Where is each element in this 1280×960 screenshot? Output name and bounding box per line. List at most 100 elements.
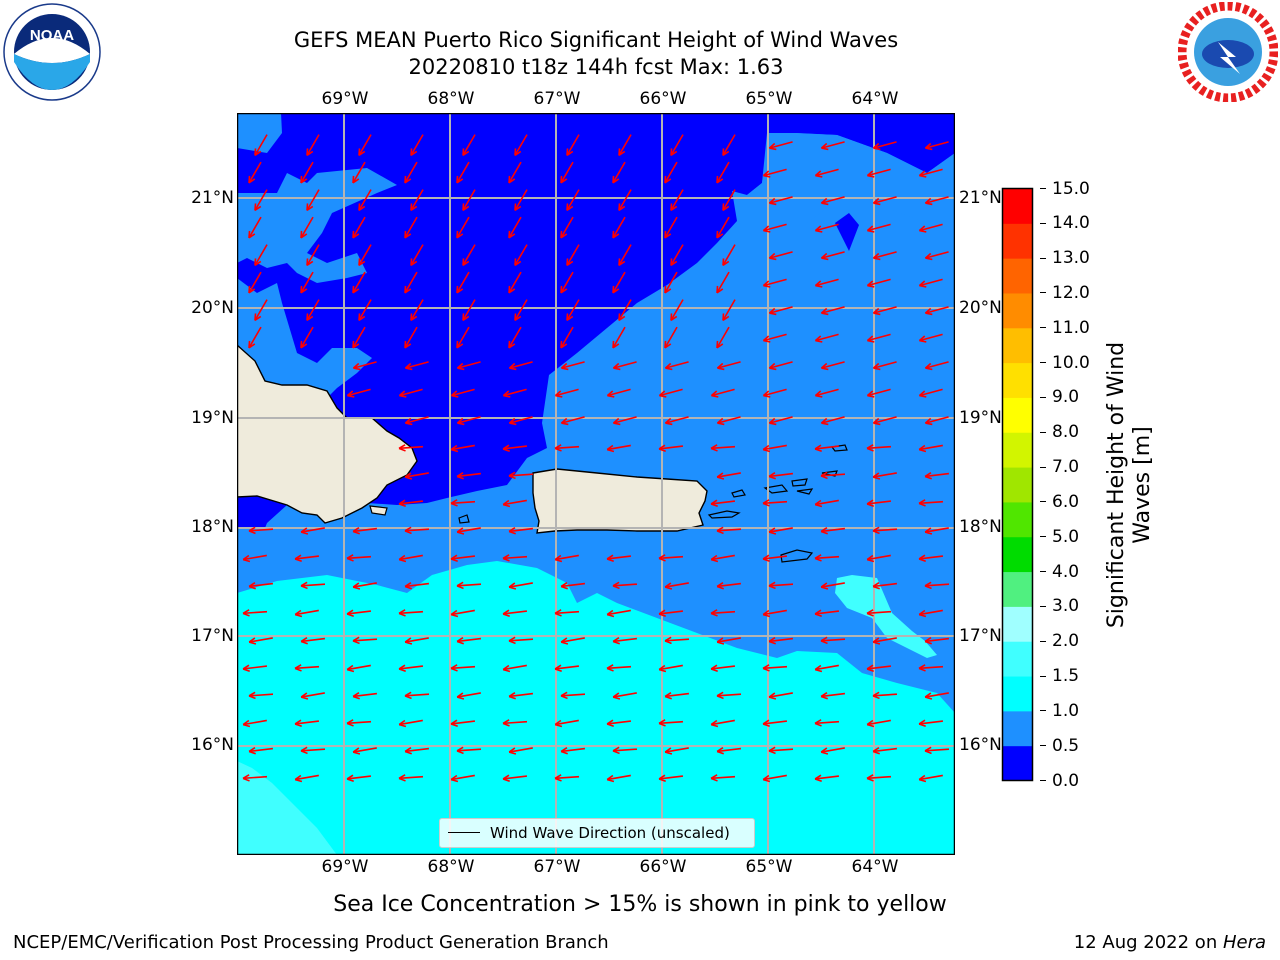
wind-arrow-shaft [300,271,314,294]
lon-tick-bottom: 68°W [427,857,475,877]
wind-arrow-head [456,640,464,645]
wind-arrow-shaft [242,665,268,670]
wind-arrow-head [664,691,672,698]
wind-arrow-shaft [502,555,528,560]
wind-arrow-shaft [919,774,943,781]
wind-arrow-shaft [612,271,626,294]
wind-arrow-shaft [763,774,787,781]
wind-arrow-shaft [560,693,586,697]
wind-arrow-shaft [607,609,631,616]
wind-arrow-head [248,641,257,645]
wind-arrow-head [306,313,309,321]
wind-arrow-head [762,609,770,616]
wind-arrow-head [456,531,465,535]
wind-arrow-shaft [763,609,787,616]
wind-arrow-shaft [352,527,378,533]
wind-arrow-head [254,148,257,156]
legend-line-swatch [448,832,480,833]
wind-arrow-head [410,258,413,266]
wind-arrow-head [554,558,563,563]
wind-arrow-head [450,558,458,562]
wind-arrow-shaft [399,719,423,726]
wind-arrow-head [763,229,771,233]
wind-arrow-head [404,637,412,643]
wind-arrow-head [924,142,932,149]
wind-arrow-head [664,285,667,293]
lon-tick-top: 64°W [851,89,899,109]
wind-arrow-head [814,778,822,782]
wind-arrow-shaft [769,692,793,698]
wind-arrow-shaft [867,168,891,177]
wind-arrow-head [502,668,511,673]
wind-arrow-head [300,696,309,700]
wind-arrow-head [768,307,776,314]
wind-arrow-head [300,527,308,533]
colorbar-tick-label: 14.0 [1040,213,1090,233]
wind-arrow-head [248,340,251,348]
wind-arrow-head [560,285,563,293]
wind-arrow-shaft [763,168,787,177]
colorbar-label-line2: Waves [m] [1130,426,1155,544]
wind-arrow-head [762,502,770,507]
wind-arrow-shaft [508,161,522,184]
wind-arrow-head [560,695,568,700]
wind-arrow-head [450,554,458,560]
wind-arrow-head [300,692,308,698]
lat-tick-left: 21°N [191,188,234,208]
wind-arrow-shaft [814,775,840,780]
wind-arrow-head [560,340,563,348]
wind-arrow-head [606,719,614,725]
footer-date: 12 Aug 2022 on Hera [1074,932,1266,954]
wind-arrow-shaft [821,416,845,424]
wind-arrow-head [502,557,510,562]
wind-arrow-head [450,499,458,505]
wind-arrow-shaft [346,610,372,615]
wind-arrow-shaft [301,527,325,533]
wind-arrow-head [872,750,880,755]
wind-arrow-head [762,723,770,727]
wind-arrow-head [300,233,308,239]
wind-arrow-head [866,723,875,728]
wind-arrow-head [866,664,874,670]
wind-arrow-shaft [404,271,418,294]
island-hispaniola [237,344,418,524]
wind-arrow-head [554,723,563,728]
wind-arrow-shaft [503,499,527,506]
colorbar-tick-label: 13.0 [1040,248,1090,268]
wind-arrow-head [294,609,302,616]
wind-arrow-head [873,422,881,426]
colorbar-tick-label: 1.0 [1040,701,1079,721]
region-0-5-to-1-0 [237,113,282,153]
wind-arrow-head [664,582,672,588]
wind-arrow-head [248,750,256,755]
wind-arrow-shaft [508,326,522,349]
wind-arrow-shaft [618,299,632,321]
wind-arrow-shaft [710,775,736,780]
wind-arrow-head [768,531,777,535]
wind-arrow-head [502,503,511,508]
wind-arrow-head [670,205,678,212]
wind-arrow-head [606,444,614,451]
wind-arrow-head [716,581,724,588]
wind-arrow-head [866,280,874,287]
wind-arrow-shaft [768,472,794,478]
wind-arrow-head [872,526,880,532]
wind-arrow-head [450,502,458,507]
wind-arrow-head [606,723,614,727]
wind-arrow-shaft [769,141,793,149]
wind-arrow-shaft [814,610,840,615]
wind-arrow-shaft [508,638,534,642]
wind-arrow-head [398,499,406,505]
wind-arrow-shaft [665,416,689,424]
wind-arrow-head [514,205,522,212]
wind-arrow-shaft [821,361,845,369]
wind-arrow-head [456,581,464,587]
wind-arrow-head [450,448,459,453]
wind-arrow-head [398,723,407,728]
wind-arrow-shaft [606,555,632,560]
wind-arrow-head [560,362,568,369]
wind-arrow-head [867,284,875,288]
wind-arrow-head [716,691,724,697]
wind-arrow-head [248,230,251,238]
wind-arrow-head [398,609,406,615]
